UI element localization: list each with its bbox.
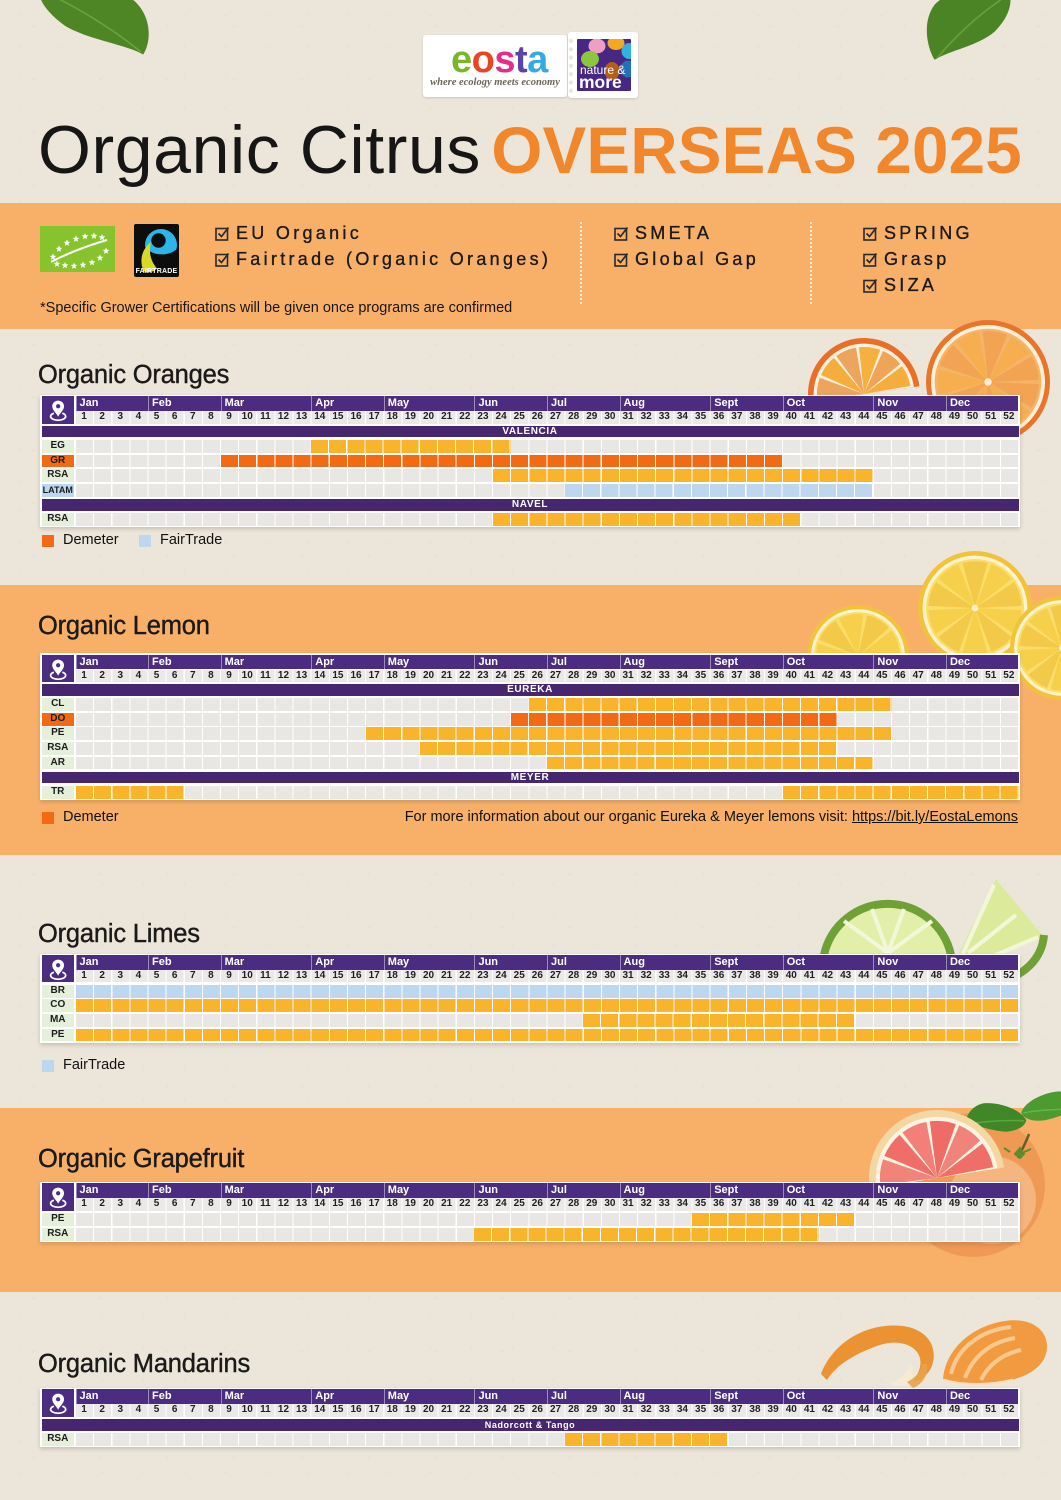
svg-text:FAIRTRADE: FAIRTRADE bbox=[135, 268, 177, 275]
svg-text:nature &: nature & bbox=[580, 63, 625, 77]
svg-text:more: more bbox=[579, 72, 622, 91]
